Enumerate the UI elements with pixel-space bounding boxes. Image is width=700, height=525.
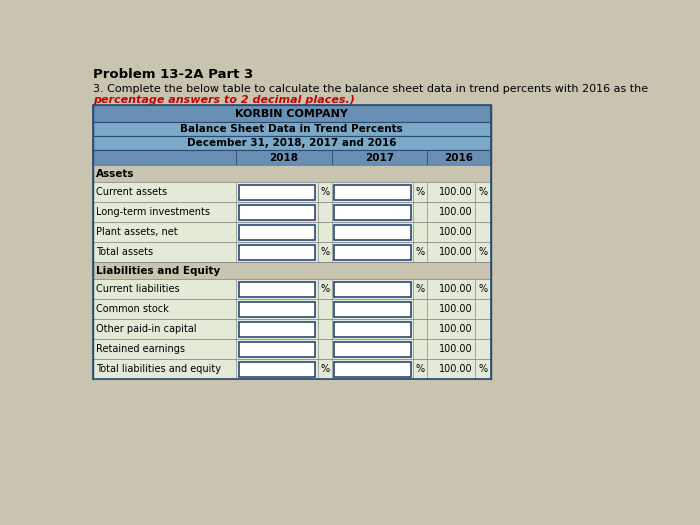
Bar bbox=[239, 185, 315, 200]
Bar bbox=[93, 106, 491, 122]
Text: Retained earnings: Retained earnings bbox=[96, 344, 185, 354]
Text: Total assets: Total assets bbox=[96, 247, 153, 257]
Bar bbox=[239, 302, 315, 317]
Bar bbox=[239, 245, 315, 260]
Text: Common stock: Common stock bbox=[96, 304, 169, 314]
Text: %: % bbox=[415, 285, 424, 295]
Bar bbox=[93, 165, 491, 182]
Bar bbox=[239, 342, 315, 357]
Text: %: % bbox=[320, 285, 329, 295]
Bar bbox=[93, 150, 491, 165]
Bar bbox=[93, 223, 491, 243]
Bar bbox=[334, 302, 411, 317]
Text: Assets: Assets bbox=[96, 169, 134, 179]
Bar bbox=[93, 202, 491, 223]
Text: 100.00: 100.00 bbox=[439, 227, 472, 237]
Text: 100.00: 100.00 bbox=[439, 285, 472, 295]
Bar bbox=[334, 282, 411, 297]
Bar bbox=[93, 319, 491, 340]
Text: KORBIN COMPANY: KORBIN COMPANY bbox=[235, 109, 348, 119]
Bar bbox=[93, 299, 491, 319]
Text: 100.00: 100.00 bbox=[439, 324, 472, 334]
Bar bbox=[93, 122, 491, 136]
Text: Other paid-in capital: Other paid-in capital bbox=[96, 324, 197, 334]
Bar bbox=[93, 243, 491, 262]
Bar bbox=[334, 245, 411, 260]
Text: %: % bbox=[478, 364, 487, 374]
Bar bbox=[239, 362, 315, 377]
Text: %: % bbox=[415, 187, 424, 197]
Bar bbox=[334, 185, 411, 200]
Bar bbox=[93, 182, 491, 202]
Text: 100.00: 100.00 bbox=[439, 344, 472, 354]
Text: %: % bbox=[478, 285, 487, 295]
Text: Current assets: Current assets bbox=[96, 187, 167, 197]
Bar bbox=[93, 106, 491, 380]
Bar bbox=[93, 360, 491, 380]
Text: %: % bbox=[320, 247, 329, 257]
Text: percentage answers to 2 decimal places.): percentage answers to 2 decimal places.) bbox=[93, 94, 355, 104]
Text: Balance Sheet Data in Trend Percents: Balance Sheet Data in Trend Percents bbox=[181, 124, 403, 134]
Text: Long-term investments: Long-term investments bbox=[96, 207, 210, 217]
Bar bbox=[239, 322, 315, 337]
Bar bbox=[334, 322, 411, 337]
Bar bbox=[334, 225, 411, 240]
Text: 2017: 2017 bbox=[365, 153, 394, 163]
Text: 100.00: 100.00 bbox=[439, 247, 472, 257]
Text: 2016: 2016 bbox=[444, 153, 473, 163]
Bar bbox=[93, 340, 491, 360]
Text: %: % bbox=[320, 187, 329, 197]
Text: Problem 13-2A Part 3: Problem 13-2A Part 3 bbox=[93, 68, 253, 81]
Text: 100.00: 100.00 bbox=[439, 304, 472, 314]
Bar bbox=[239, 205, 315, 220]
Bar bbox=[334, 342, 411, 357]
Text: Current liabilities: Current liabilities bbox=[96, 285, 180, 295]
Text: 3. Complete the below table to calculate the balance sheet data in trend percent: 3. Complete the below table to calculate… bbox=[93, 84, 648, 94]
Text: 2018: 2018 bbox=[270, 153, 298, 163]
Text: 100.00: 100.00 bbox=[439, 207, 472, 217]
Text: 100.00: 100.00 bbox=[439, 187, 472, 197]
Text: Total liabilities and equity: Total liabilities and equity bbox=[96, 364, 221, 374]
Text: %: % bbox=[415, 247, 424, 257]
Bar bbox=[239, 282, 315, 297]
Text: %: % bbox=[415, 364, 424, 374]
Text: %: % bbox=[478, 247, 487, 257]
Text: %: % bbox=[320, 364, 329, 374]
Bar bbox=[93, 279, 491, 299]
Text: Plant assets, net: Plant assets, net bbox=[96, 227, 178, 237]
Text: December 31, 2018, 2017 and 2016: December 31, 2018, 2017 and 2016 bbox=[187, 138, 396, 148]
Text: Liabilities and Equity: Liabilities and Equity bbox=[96, 266, 220, 276]
Text: 100.00: 100.00 bbox=[439, 364, 472, 374]
Bar bbox=[93, 136, 491, 150]
Bar bbox=[93, 262, 491, 279]
Text: %: % bbox=[478, 187, 487, 197]
Bar bbox=[239, 225, 315, 240]
Bar bbox=[334, 362, 411, 377]
Bar bbox=[334, 205, 411, 220]
